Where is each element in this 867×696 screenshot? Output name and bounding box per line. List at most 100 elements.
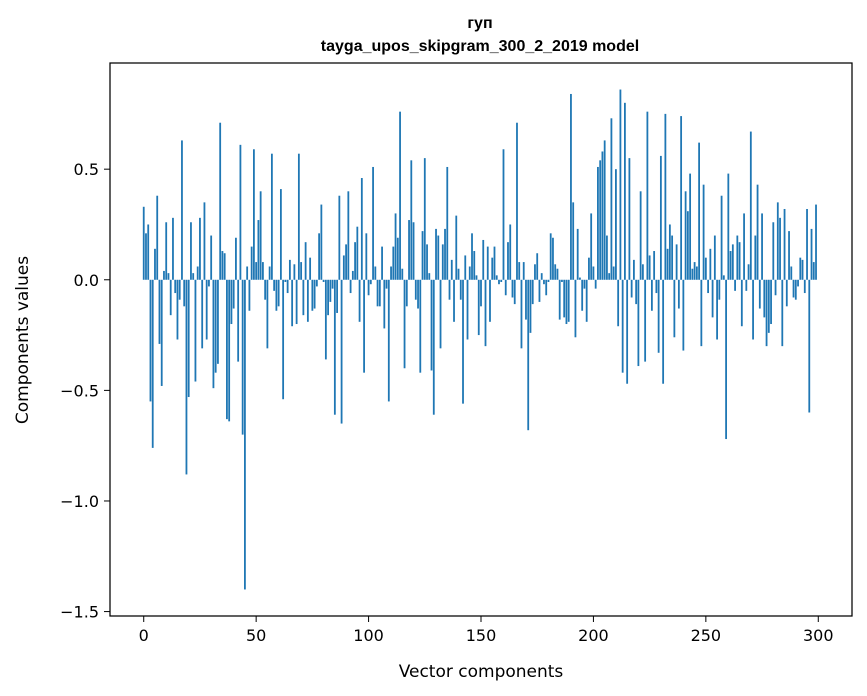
- bar-39: [230, 279, 233, 325]
- bar-97: [360, 178, 363, 280]
- bar-64: [286, 279, 289, 294]
- bar-146: [471, 233, 473, 280]
- bar-243: [689, 173, 692, 280]
- bar-100: [367, 279, 370, 296]
- bar-290: [794, 279, 797, 300]
- bar-297: [810, 228, 813, 280]
- bar-262: [731, 244, 734, 280]
- bar-136: [448, 279, 451, 300]
- bar-94: [354, 242, 356, 280]
- bar-69: [297, 153, 300, 280]
- bar-273: [756, 184, 759, 280]
- bar-72: [304, 242, 307, 280]
- x-tick-label: 300: [803, 626, 834, 645]
- y-tick-label: −0.5: [60, 381, 99, 400]
- bar-296: [808, 279, 811, 413]
- bar-288: [790, 266, 793, 280]
- bar-6: [156, 195, 159, 280]
- bar-71: [302, 279, 305, 316]
- bar-261: [729, 251, 732, 280]
- bar-201: [594, 279, 597, 289]
- bar-17: [181, 140, 183, 280]
- bar-120: [412, 222, 415, 280]
- bar-13: [172, 217, 174, 280]
- bar-196: [583, 279, 586, 289]
- bar-86: [336, 279, 338, 313]
- bar-289: [792, 279, 795, 298]
- bar-52: [259, 191, 262, 280]
- bar-147: [473, 251, 476, 280]
- bar-241: [684, 191, 687, 280]
- y-tick-label: 0.5: [74, 160, 99, 179]
- bar-150: [480, 279, 482, 307]
- bar-184: [556, 268, 559, 280]
- bar-87: [338, 195, 341, 280]
- bar-7: [158, 279, 161, 344]
- bar-161: [504, 279, 507, 296]
- bar-239: [680, 116, 683, 280]
- bar-156: [493, 246, 496, 280]
- bar-188: [565, 279, 568, 325]
- bar-79: [320, 204, 323, 280]
- bar-77: [315, 279, 318, 287]
- bar-256: [718, 279, 721, 300]
- bar-5: [154, 248, 156, 280]
- bar-74: [309, 257, 312, 280]
- plot-frame: [109, 62, 853, 617]
- x-tick-label: 100: [353, 626, 384, 645]
- bar-250: [704, 257, 707, 280]
- bar-48: [250, 246, 253, 280]
- bar-236: [673, 279, 676, 338]
- bar-248: [700, 279, 703, 347]
- bar-110: [390, 266, 392, 280]
- bar-137: [450, 259, 453, 280]
- bar-122: [417, 279, 419, 309]
- bar-254: [713, 235, 716, 280]
- bar-166: [516, 122, 518, 280]
- bar-177: [540, 273, 543, 280]
- bar-15: [176, 279, 179, 340]
- bar-253: [711, 279, 714, 318]
- bar-153: [486, 246, 489, 280]
- bar-119: [410, 160, 413, 280]
- bar-271: [752, 279, 754, 340]
- x-tick-label: 50: [246, 626, 266, 645]
- bar-22: [192, 273, 195, 280]
- bar-1: [145, 233, 147, 280]
- bar-30: [210, 235, 213, 280]
- bar-58: [273, 279, 276, 291]
- bar-33: [217, 279, 219, 364]
- bar-170: [525, 279, 527, 320]
- bar-278: [767, 279, 770, 333]
- bar-54: [264, 279, 267, 300]
- bar-131: [437, 235, 440, 280]
- y-tick-label: −1.0: [60, 492, 99, 511]
- bar-126: [426, 244, 428, 280]
- bar-279: [770, 279, 772, 325]
- bar-124: [421, 231, 424, 280]
- bar-240: [682, 279, 685, 351]
- bar-148: [475, 275, 478, 280]
- bar-98: [363, 279, 365, 373]
- bar-53: [262, 262, 264, 280]
- bar-101: [369, 279, 372, 285]
- bar-144: [466, 279, 469, 340]
- x-tick-label: 200: [578, 626, 609, 645]
- bar-19: [185, 279, 188, 475]
- bar-205: [603, 140, 606, 280]
- bar-157: [495, 275, 498, 280]
- bar-83: [329, 279, 332, 302]
- bar-89: [342, 255, 345, 280]
- bar-61: [279, 189, 282, 280]
- bar-37: [226, 279, 228, 420]
- bar-21: [190, 222, 192, 280]
- bar-27: [203, 202, 206, 280]
- y-axis-label: Components values: [13, 256, 33, 424]
- bar-128: [430, 279, 433, 371]
- bar-10: [165, 222, 168, 280]
- bar-66: [291, 279, 294, 327]
- bar-210: [615, 169, 617, 280]
- bar-43: [239, 144, 242, 280]
- bar-68: [295, 279, 298, 325]
- bar-259: [725, 279, 727, 440]
